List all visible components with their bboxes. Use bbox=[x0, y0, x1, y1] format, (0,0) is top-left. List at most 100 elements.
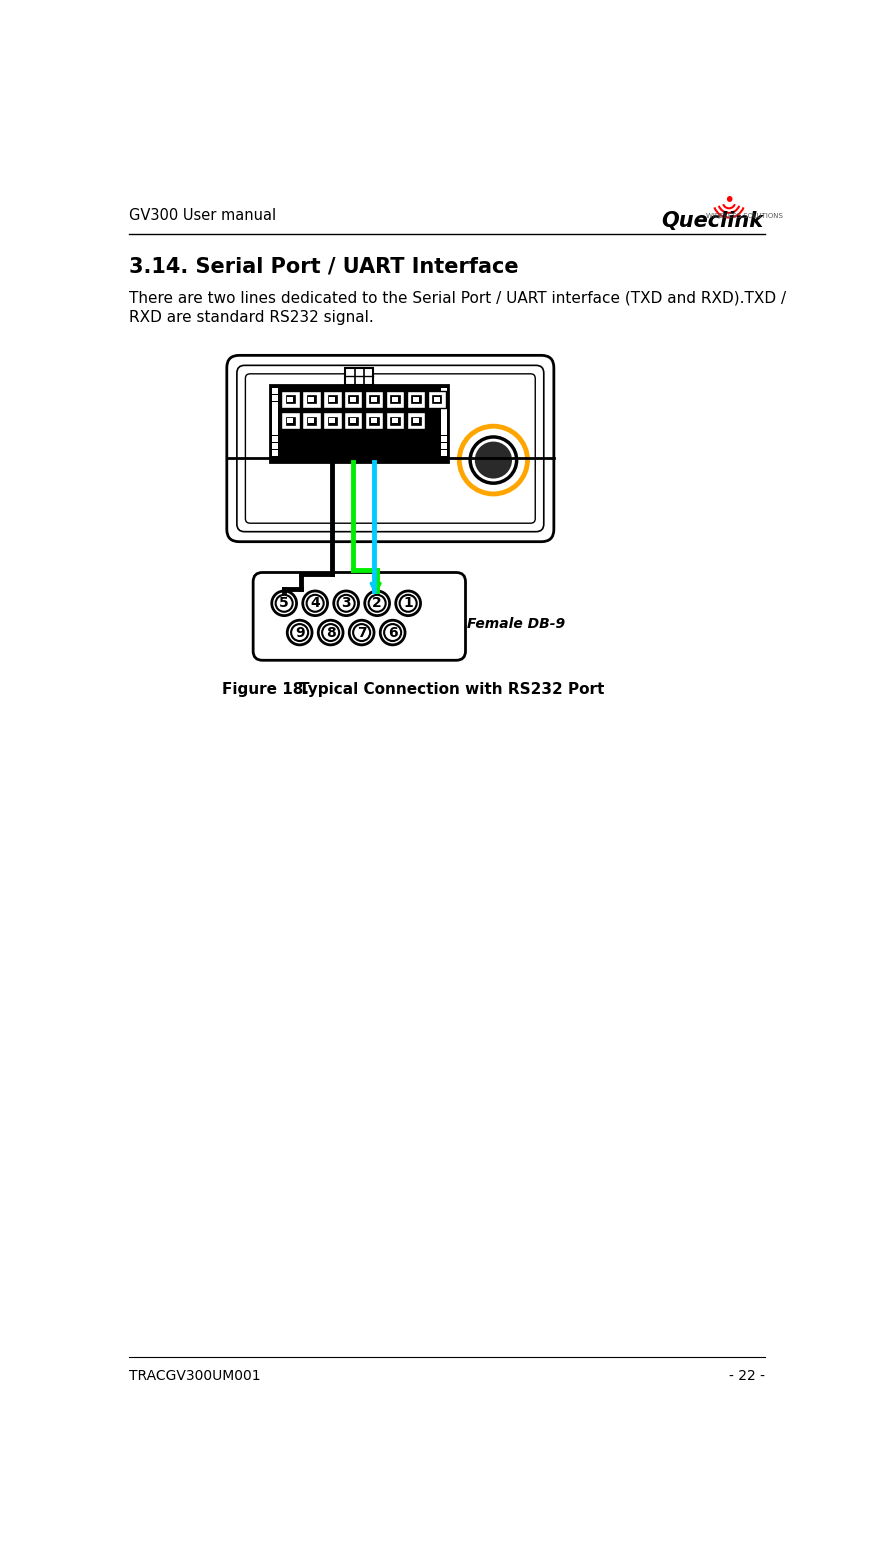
Text: Female DB-9: Female DB-9 bbox=[467, 618, 565, 632]
Bar bbox=[440, 409, 446, 414]
Bar bbox=[391, 417, 399, 425]
Bar bbox=[391, 395, 399, 403]
Bar bbox=[272, 429, 278, 436]
Text: 2: 2 bbox=[372, 596, 382, 610]
Bar bbox=[272, 409, 278, 414]
Bar bbox=[349, 395, 358, 403]
Bar bbox=[272, 401, 278, 408]
Bar bbox=[281, 412, 300, 429]
Text: 6: 6 bbox=[388, 626, 398, 640]
Bar bbox=[328, 395, 337, 403]
Text: 5: 5 bbox=[279, 596, 289, 610]
Text: WIRELESS SOLUTIONS: WIRELESS SOLUTIONS bbox=[706, 213, 783, 219]
Bar bbox=[308, 419, 315, 423]
Circle shape bbox=[385, 624, 401, 641]
Text: TRACGV300UM001: TRACGV300UM001 bbox=[129, 1369, 261, 1383]
Bar bbox=[349, 417, 358, 425]
Bar bbox=[323, 412, 342, 429]
Circle shape bbox=[396, 591, 420, 616]
Bar bbox=[385, 391, 405, 408]
Text: 8: 8 bbox=[326, 626, 336, 640]
Circle shape bbox=[470, 437, 516, 484]
Circle shape bbox=[276, 594, 293, 612]
Circle shape bbox=[322, 624, 339, 641]
Bar bbox=[344, 412, 363, 429]
Bar bbox=[392, 419, 399, 423]
Circle shape bbox=[303, 591, 328, 616]
Bar bbox=[433, 395, 441, 403]
Bar bbox=[272, 443, 278, 450]
Text: There are two lines dedicated to the Serial Port / UART interface (TXD and RXD).: There are two lines dedicated to the Ser… bbox=[129, 291, 787, 305]
Text: 7: 7 bbox=[357, 626, 366, 640]
Bar bbox=[371, 419, 378, 423]
Bar bbox=[287, 397, 294, 401]
Circle shape bbox=[334, 591, 358, 616]
Circle shape bbox=[369, 594, 385, 612]
Text: Queclink: Queclink bbox=[661, 212, 763, 232]
Bar bbox=[412, 419, 419, 423]
Bar bbox=[385, 412, 405, 429]
Bar bbox=[440, 429, 446, 436]
Text: 3: 3 bbox=[341, 596, 351, 610]
Text: Typical Connection with RS232 Port: Typical Connection with RS232 Port bbox=[278, 682, 604, 697]
Bar bbox=[286, 395, 295, 403]
Circle shape bbox=[474, 442, 512, 479]
Text: Figure 18.: Figure 18. bbox=[222, 682, 310, 697]
Bar bbox=[286, 417, 295, 425]
Bar bbox=[392, 397, 399, 401]
Circle shape bbox=[364, 591, 390, 616]
Bar bbox=[412, 417, 420, 425]
Bar bbox=[364, 412, 384, 429]
Circle shape bbox=[307, 594, 324, 612]
Bar bbox=[272, 395, 278, 401]
Text: 9: 9 bbox=[295, 626, 304, 640]
Bar bbox=[281, 391, 300, 408]
Bar bbox=[287, 419, 294, 423]
Bar bbox=[433, 397, 440, 401]
Text: 3.14. Serial Port / UART Interface: 3.14. Serial Port / UART Interface bbox=[129, 257, 519, 275]
Bar bbox=[440, 422, 446, 428]
Bar bbox=[427, 391, 446, 408]
Circle shape bbox=[350, 621, 374, 644]
Bar bbox=[272, 422, 278, 428]
Circle shape bbox=[337, 594, 355, 612]
Text: 4: 4 bbox=[310, 596, 320, 610]
Bar bbox=[371, 397, 378, 401]
Circle shape bbox=[380, 621, 405, 644]
Circle shape bbox=[272, 591, 296, 616]
Bar bbox=[272, 415, 278, 422]
FancyBboxPatch shape bbox=[227, 355, 554, 541]
Bar bbox=[272, 387, 278, 394]
Bar bbox=[302, 412, 321, 429]
Bar bbox=[440, 401, 446, 408]
Bar bbox=[302, 391, 321, 408]
Text: 1: 1 bbox=[403, 596, 413, 610]
Bar bbox=[370, 395, 378, 403]
Text: - 22 -: - 22 - bbox=[729, 1369, 765, 1383]
Bar bbox=[344, 391, 363, 408]
Bar bbox=[440, 387, 446, 394]
Bar bbox=[272, 436, 278, 442]
Bar bbox=[307, 395, 316, 403]
Bar bbox=[406, 391, 426, 408]
Bar bbox=[329, 397, 336, 401]
Circle shape bbox=[291, 624, 308, 641]
Bar bbox=[350, 419, 357, 423]
Text: GV300 User manual: GV300 User manual bbox=[129, 209, 276, 224]
Bar bbox=[440, 415, 446, 422]
FancyBboxPatch shape bbox=[237, 366, 544, 532]
Bar bbox=[440, 395, 446, 401]
Bar bbox=[350, 397, 357, 401]
Circle shape bbox=[353, 624, 371, 641]
Bar bbox=[440, 450, 446, 456]
FancyBboxPatch shape bbox=[245, 373, 535, 523]
Bar bbox=[345, 367, 373, 384]
Circle shape bbox=[399, 594, 417, 612]
Bar bbox=[412, 395, 420, 403]
Bar bbox=[308, 397, 315, 401]
Bar bbox=[329, 419, 336, 423]
Bar bbox=[370, 417, 378, 425]
Bar bbox=[270, 384, 448, 462]
Text: •: • bbox=[723, 191, 735, 210]
Bar bbox=[323, 391, 342, 408]
